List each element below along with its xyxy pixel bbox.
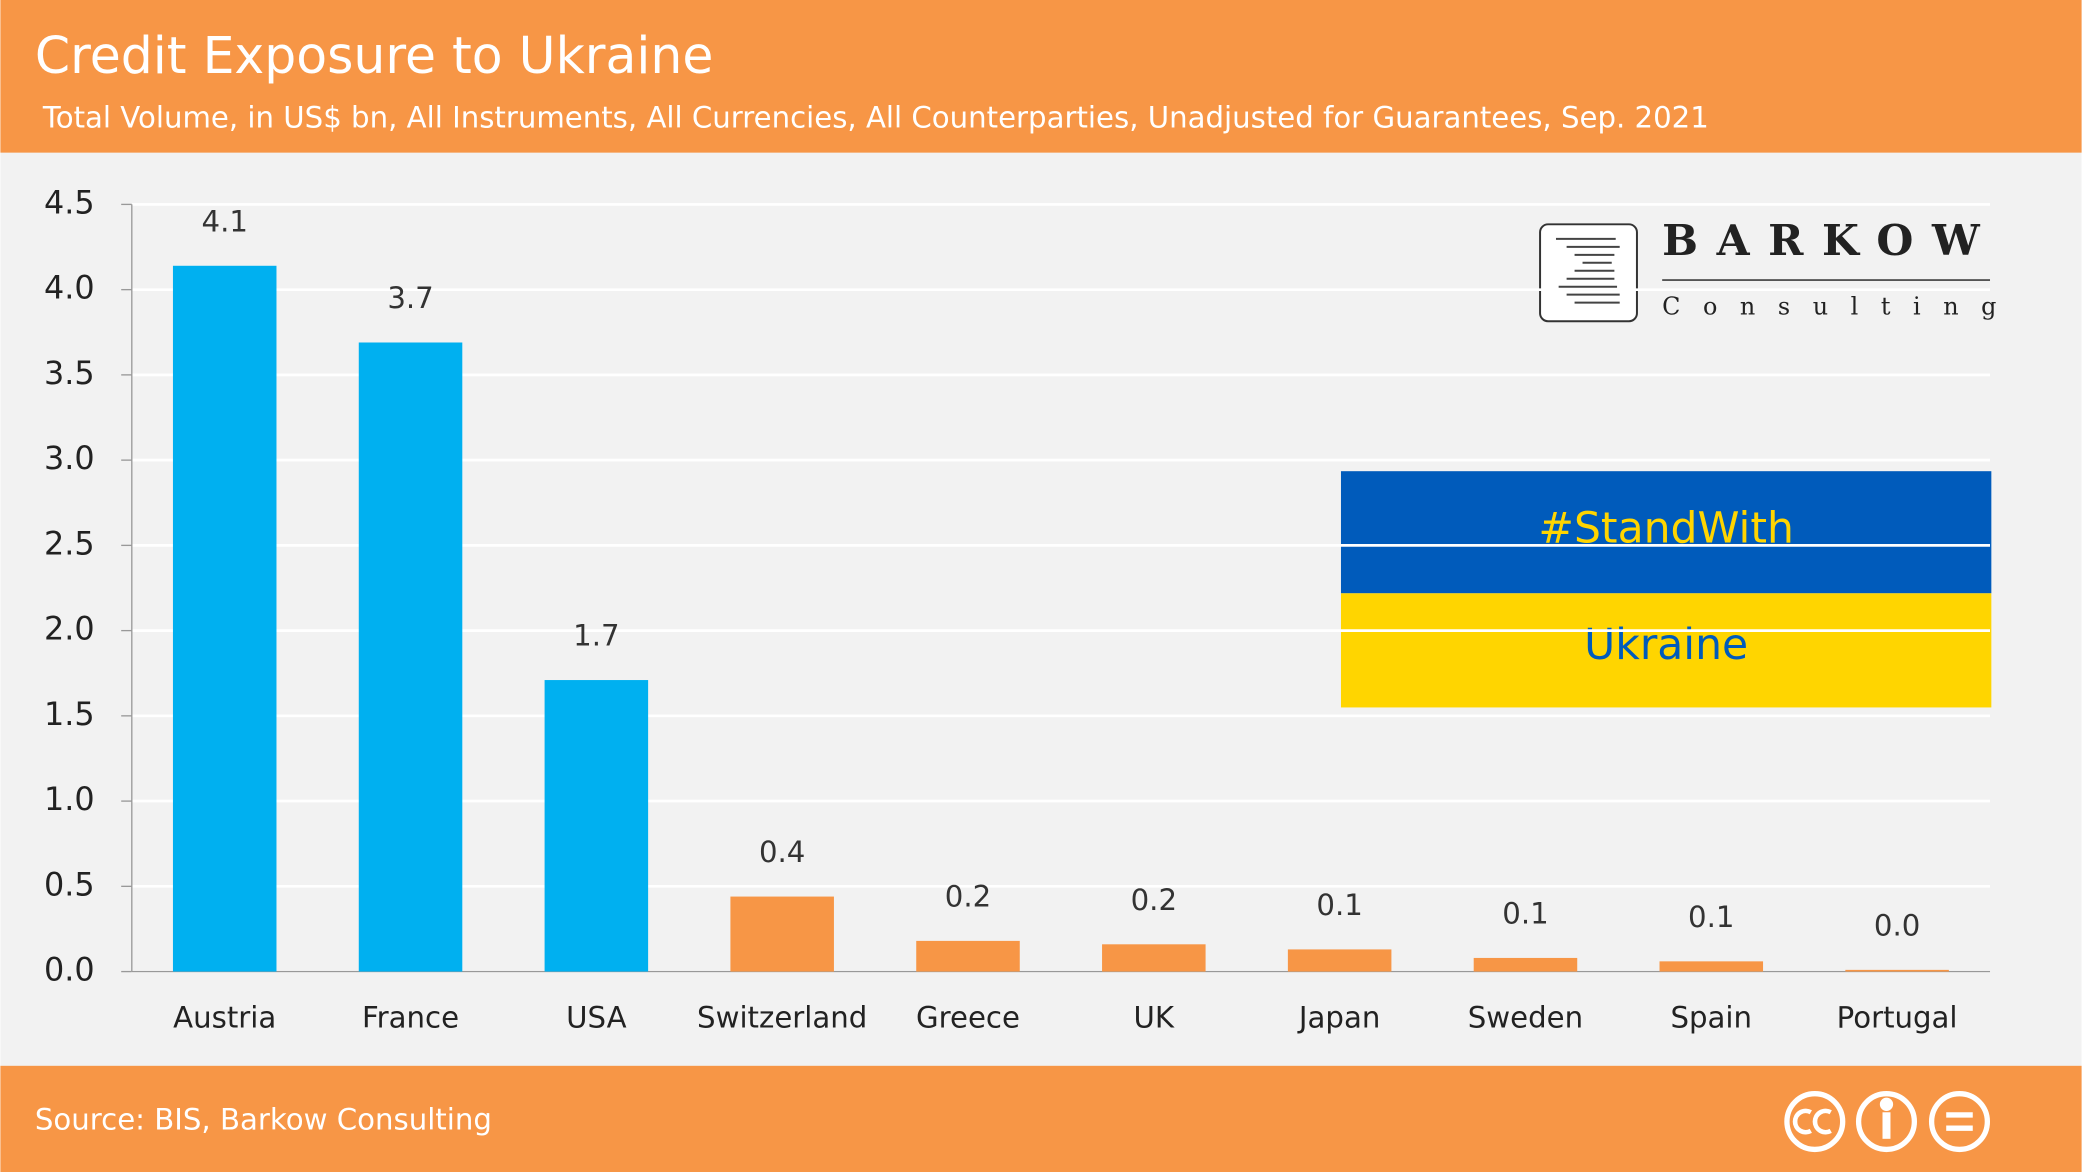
y-tick-label: 3.0 [44,439,95,477]
x-tick-label: USA [566,1000,626,1034]
bar [1659,961,1764,972]
value-label: 0.2 [1131,883,1177,917]
y-tick-label: 4.0 [44,269,95,307]
x-tick-label: Spain [1671,1000,1753,1034]
value-label: 0.1 [1502,896,1548,930]
y-tick-label: 1.0 [44,780,95,818]
value-label: 1.7 [573,619,619,653]
y-tick-label: 2.5 [44,524,95,562]
x-tick-label: France [362,1000,459,1034]
banner-yellow [1340,593,1992,708]
logo-mark [1555,237,1620,304]
value-label: 0.4 [759,835,805,869]
y-tick-label: 0.5 [44,865,95,903]
x-tick-label: Japan [1297,1000,1380,1034]
icon-cc-letters [1792,1108,1832,1135]
icon-cc [1784,1091,1846,1153]
icon-nd [1928,1091,1991,1153]
logo-box [1539,223,1638,323]
icon-by [1855,1091,1918,1153]
bar [1473,957,1578,972]
header [0,0,2082,153]
value-label: 0.1 [1316,888,1362,922]
bar [916,940,1020,972]
icon-by-head [1879,1097,1894,1111]
x-tick-label: Sweden [1468,1000,1583,1034]
bar [1102,944,1206,972]
x-tick-label: UK [1134,1000,1175,1034]
bar [1845,969,1949,972]
y-tick-label: 3.5 [44,354,95,392]
chart-subtitle: Total Volume, in US$ bn, All Instruments… [42,100,1709,134]
banner-blue [1340,471,1992,594]
x-tick-label: Switzerland [697,1000,867,1034]
icon-nd-sign [1946,1112,1973,1131]
logo-name: BARKOW [1662,216,1998,266]
x-tick-label: Portugal [1837,1000,1958,1034]
x-tick-label: Greece [916,1000,1020,1034]
bar [730,896,834,972]
license-icons [1784,1091,1991,1153]
bar [544,680,649,972]
value-label: 4.1 [202,204,248,238]
value-label: 3.7 [387,281,433,315]
source: Source: BIS, Barkow Consulting [35,1103,492,1137]
value-label: 0.2 [945,879,991,913]
bar [358,342,463,972]
x-tick-label: Austria [173,1000,276,1034]
bar [172,265,277,972]
footer [0,1065,2082,1172]
y-tick-label: 0.0 [44,951,95,989]
bar [1287,949,1392,972]
value-label: 0.1 [1688,900,1734,934]
logo: BARKOW Consulting [1539,216,2019,323]
y-tick-label: 4.5 [44,183,95,221]
chart-title: Credit Exposure to Ukraine [35,26,713,85]
banner-bottom: Ukraine [1584,621,1748,670]
y-tick-label: 2.0 [44,610,95,648]
value-label: 0.0 [1874,908,1920,942]
logo-tagline: Consulting [1662,292,2019,320]
y-tick-label: 1.5 [44,695,95,733]
